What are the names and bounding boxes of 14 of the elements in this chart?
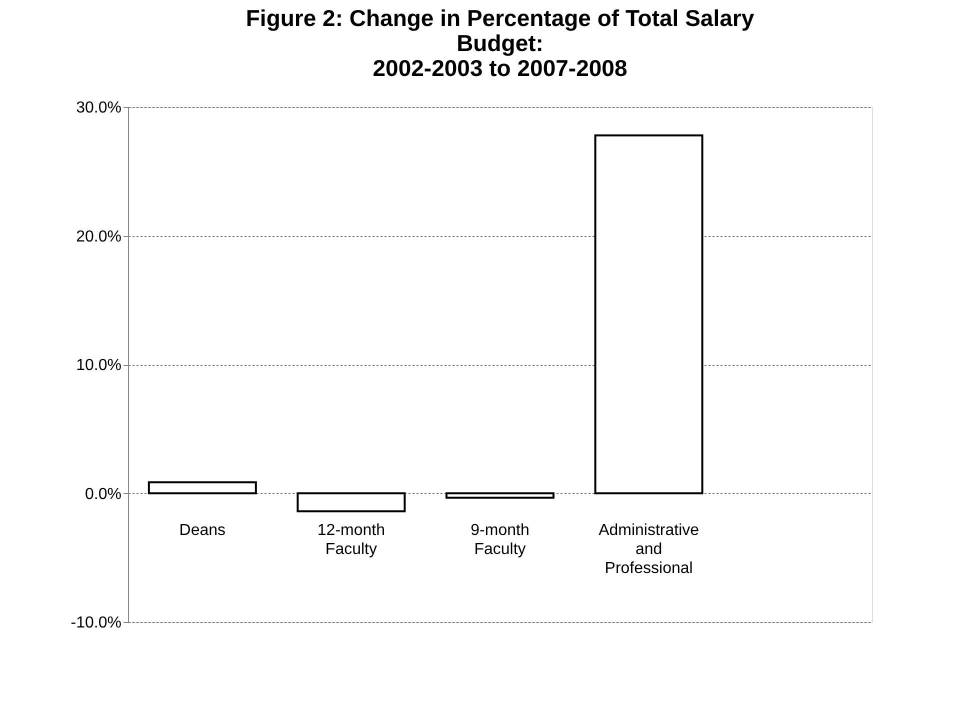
chart-title: Figure 2: Change in Percentage of Total Salary Budget: 2002-2003 to 2007-2008 (246, 5, 754, 81)
x-tick-label: Administrative and Professional (598, 522, 700, 577)
y-tick-label: 30.0% (76, 100, 122, 116)
x-tick-label: 9-month Faculty (470, 522, 530, 558)
y-tick-label: 20.0% (76, 228, 122, 246)
y-tick-label: 0.0% (85, 486, 122, 503)
bar (594, 134, 704, 494)
bar (296, 492, 406, 512)
bar (148, 481, 257, 494)
x-tick-label: Deans (179, 522, 226, 539)
y-tick-label: 10.0% (76, 357, 122, 374)
y-tick-label: -10.0% (70, 614, 122, 632)
x-tick-label: 12-month Faculty (317, 522, 385, 558)
bar (446, 492, 554, 499)
